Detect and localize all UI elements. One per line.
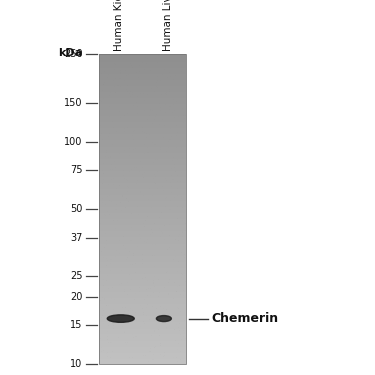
Text: 37: 37 (70, 233, 82, 243)
Bar (99, 54, 186, 364)
Text: 250: 250 (64, 50, 82, 59)
Text: 25: 25 (70, 271, 82, 280)
Text: 10: 10 (70, 359, 82, 369)
Text: 75: 75 (70, 165, 82, 175)
Text: Chemerin: Chemerin (212, 312, 279, 325)
Text: Human Kidney: Human Kidney (114, 0, 125, 51)
Text: 100: 100 (64, 138, 82, 147)
Text: Human Liver: Human Liver (163, 0, 173, 51)
Text: 20: 20 (70, 292, 82, 302)
Text: 50: 50 (70, 204, 82, 214)
Text: kDa: kDa (58, 48, 82, 58)
Ellipse shape (107, 315, 134, 322)
Text: 150: 150 (64, 99, 82, 108)
Ellipse shape (156, 316, 171, 322)
Text: 15: 15 (70, 320, 82, 330)
